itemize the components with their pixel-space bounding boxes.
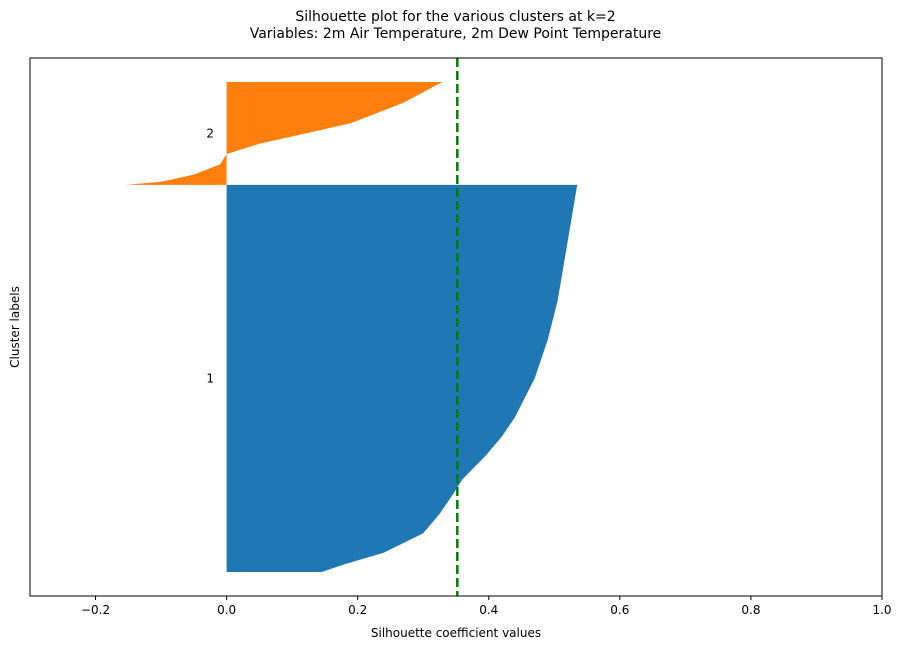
cluster-label-2: 2 xyxy=(206,126,214,140)
x-axis-label: Silhouette coefficient values xyxy=(371,626,541,640)
y-axis-label: Cluster labels xyxy=(8,286,22,368)
x-tick-label: 0.0 xyxy=(217,603,236,617)
cluster-bars xyxy=(125,82,578,572)
cluster-labels: 12 xyxy=(206,126,214,385)
x-axis-ticks: −0.2 0.0 0.2 0.4 0.6 0.8 1.0 xyxy=(81,596,892,617)
x-tick-label: 0.6 xyxy=(610,603,629,617)
cluster-label-1: 1 xyxy=(206,371,214,385)
cluster-2-silhouette-bar xyxy=(125,82,443,185)
x-tick-label: 0.4 xyxy=(479,603,498,617)
x-tick-label: −0.2 xyxy=(81,603,110,617)
chart-title-line2: Variables: 2m Air Temperature, 2m Dew Po… xyxy=(250,26,662,42)
cluster-1-silhouette-bar xyxy=(226,184,578,572)
chart-title-line1: Silhouette plot for the various clusters… xyxy=(295,9,615,25)
x-tick-label: 1.0 xyxy=(872,603,891,617)
x-tick-label: 0.2 xyxy=(348,603,367,617)
x-tick-label: 0.8 xyxy=(741,603,760,617)
plot-frame xyxy=(29,57,883,597)
